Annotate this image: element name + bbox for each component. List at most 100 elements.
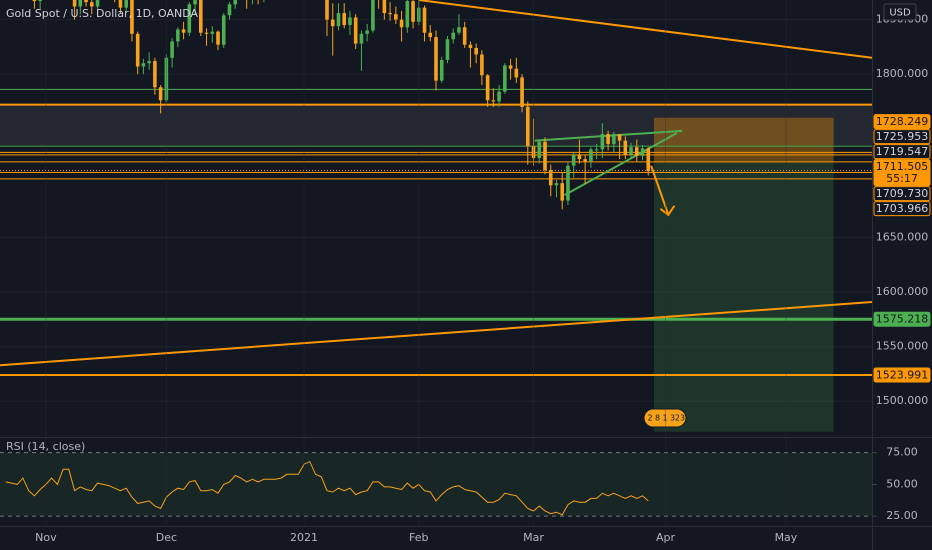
candle-body [382,0,387,14]
x-tick-label: Feb [409,531,428,544]
indicator-title: RSI (14, close) [6,440,85,453]
y-tick-label: 50.00 [886,477,918,490]
candle-body [640,148,645,156]
candle-body [32,0,37,2]
candle-body [451,32,456,40]
candle-body [548,170,553,186]
price-tag [873,144,931,160]
candle-body [583,159,587,162]
candle-body [623,140,628,155]
candle-body [193,0,197,5]
candle-body [158,87,163,101]
candle-body [135,33,140,67]
candle-body [514,68,519,78]
candle-body [434,37,438,81]
target-zone [654,161,834,432]
price-tag [873,367,931,383]
price-tag [873,159,931,187]
candle-body [78,0,83,7]
candle-body [411,1,415,22]
x-tick-label: 2021 [290,531,318,544]
trend-line [564,132,678,197]
y-tick-label: 1500.000 [876,394,929,407]
y-tick-label: 1600.000 [876,285,929,298]
candle-body [72,0,77,7]
price-tag-label: 1711.505 [876,160,929,173]
price-tag [873,311,931,327]
candle-body [342,13,347,26]
candle-body [566,165,570,201]
price-tag-label: 1725.953 [876,130,929,143]
candle-body [181,29,186,33]
candle-body [491,100,496,102]
price-tag-label: 1575.218 [876,313,929,326]
rsi-pane [0,452,872,517]
candle-body [508,65,513,69]
candle-body [606,134,610,144]
candle-body [497,91,501,102]
candle-body [462,27,467,45]
candle-body [600,134,605,150]
y-tick-label: 75.00 [886,446,918,459]
price-tag [873,186,931,202]
candle-body [634,147,639,156]
candle-body [147,61,151,64]
candle-body [124,0,129,8]
candle-body [503,65,507,92]
candle-body [210,31,215,34]
x-tick-label: May [775,531,798,544]
candle-body [617,134,622,141]
zone [0,104,872,145]
y-tick-label: 1800.000 [876,67,929,80]
event-count: 8 [655,414,660,423]
candle-body [204,32,209,34]
candle-body [543,141,547,171]
price-pane [0,0,872,432]
event-count: 3 [670,414,675,423]
arrow [650,165,670,216]
arrow-head [659,205,676,217]
candle-body [629,147,633,155]
event-count: 2 [647,414,652,423]
candle-body [612,134,616,144]
candle-body [394,14,398,20]
y-tick-label: 1550.000 [876,340,929,353]
candle-body [457,27,461,33]
countdown: 55:17 [886,172,918,185]
candle-body [646,148,651,172]
event-count: 23 [675,414,685,423]
candle-body [577,154,582,160]
chart-title: Gold Spot / U.S. Dollar, 1D, OANDA [6,7,199,20]
candle-body [130,0,134,34]
price-tag-label: 1523.991 [876,369,929,382]
candle-body [187,4,192,33]
candle-body [141,63,146,67]
candle-body [89,2,94,7]
candle-body [176,29,180,42]
price-tag [873,129,931,145]
trend-line [0,300,872,367]
candle-body [221,15,226,45]
x-tick-label: Dec [156,531,177,544]
candle-body [445,39,450,60]
candle-body [525,106,530,147]
candle-body [359,33,364,44]
candle-body [233,0,238,5]
price-tag [873,114,931,130]
price-tag-label: 1719.547 [876,145,929,158]
candle-body [554,183,559,186]
candle-body [428,32,433,38]
candle-body [336,13,341,27]
candle-body [170,41,174,58]
y-tick-label: 25.00 [886,509,918,522]
currency: USD [889,8,911,19]
candle-body [416,7,421,22]
events-badge [643,408,687,428]
candle-body [164,57,169,101]
trend-line [418,0,872,59]
candle-body [439,59,444,81]
x-tick-label: Apr [656,531,676,544]
candle-body [38,0,42,2]
candle-body [531,146,536,159]
